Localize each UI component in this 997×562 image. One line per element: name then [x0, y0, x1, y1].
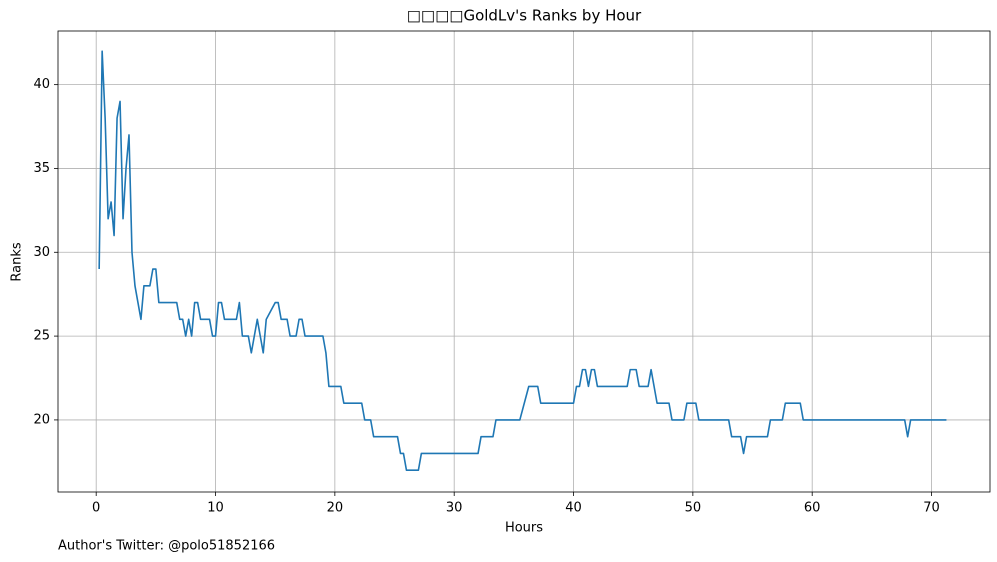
x-tick-label: 60: [804, 501, 821, 516]
footnote: Author's Twitter: @polo51852166: [58, 539, 275, 554]
x-tick-label: 20: [327, 501, 344, 516]
x-axis-label: Hours: [505, 521, 543, 536]
chart-title: □□□□GoldLv's Ranks by Hour: [407, 7, 642, 25]
x-tick-label: 70: [923, 501, 940, 516]
y-tick-label: 20: [33, 412, 50, 427]
x-tick-label: 0: [92, 501, 100, 516]
y-tick-label: 25: [33, 329, 50, 344]
y-tick-label: 30: [33, 245, 50, 260]
y-tick-label: 40: [33, 77, 50, 92]
x-tick-label: 40: [565, 501, 582, 516]
x-tick-label: 30: [446, 501, 463, 516]
x-tick-label: 10: [207, 501, 224, 516]
data-line: [98, 50, 947, 472]
x-tick-label: 50: [685, 501, 702, 516]
y-tick-label: 35: [33, 161, 50, 176]
plot-frame: [57, 30, 991, 493]
y-axis-label: Ranks: [10, 242, 25, 281]
